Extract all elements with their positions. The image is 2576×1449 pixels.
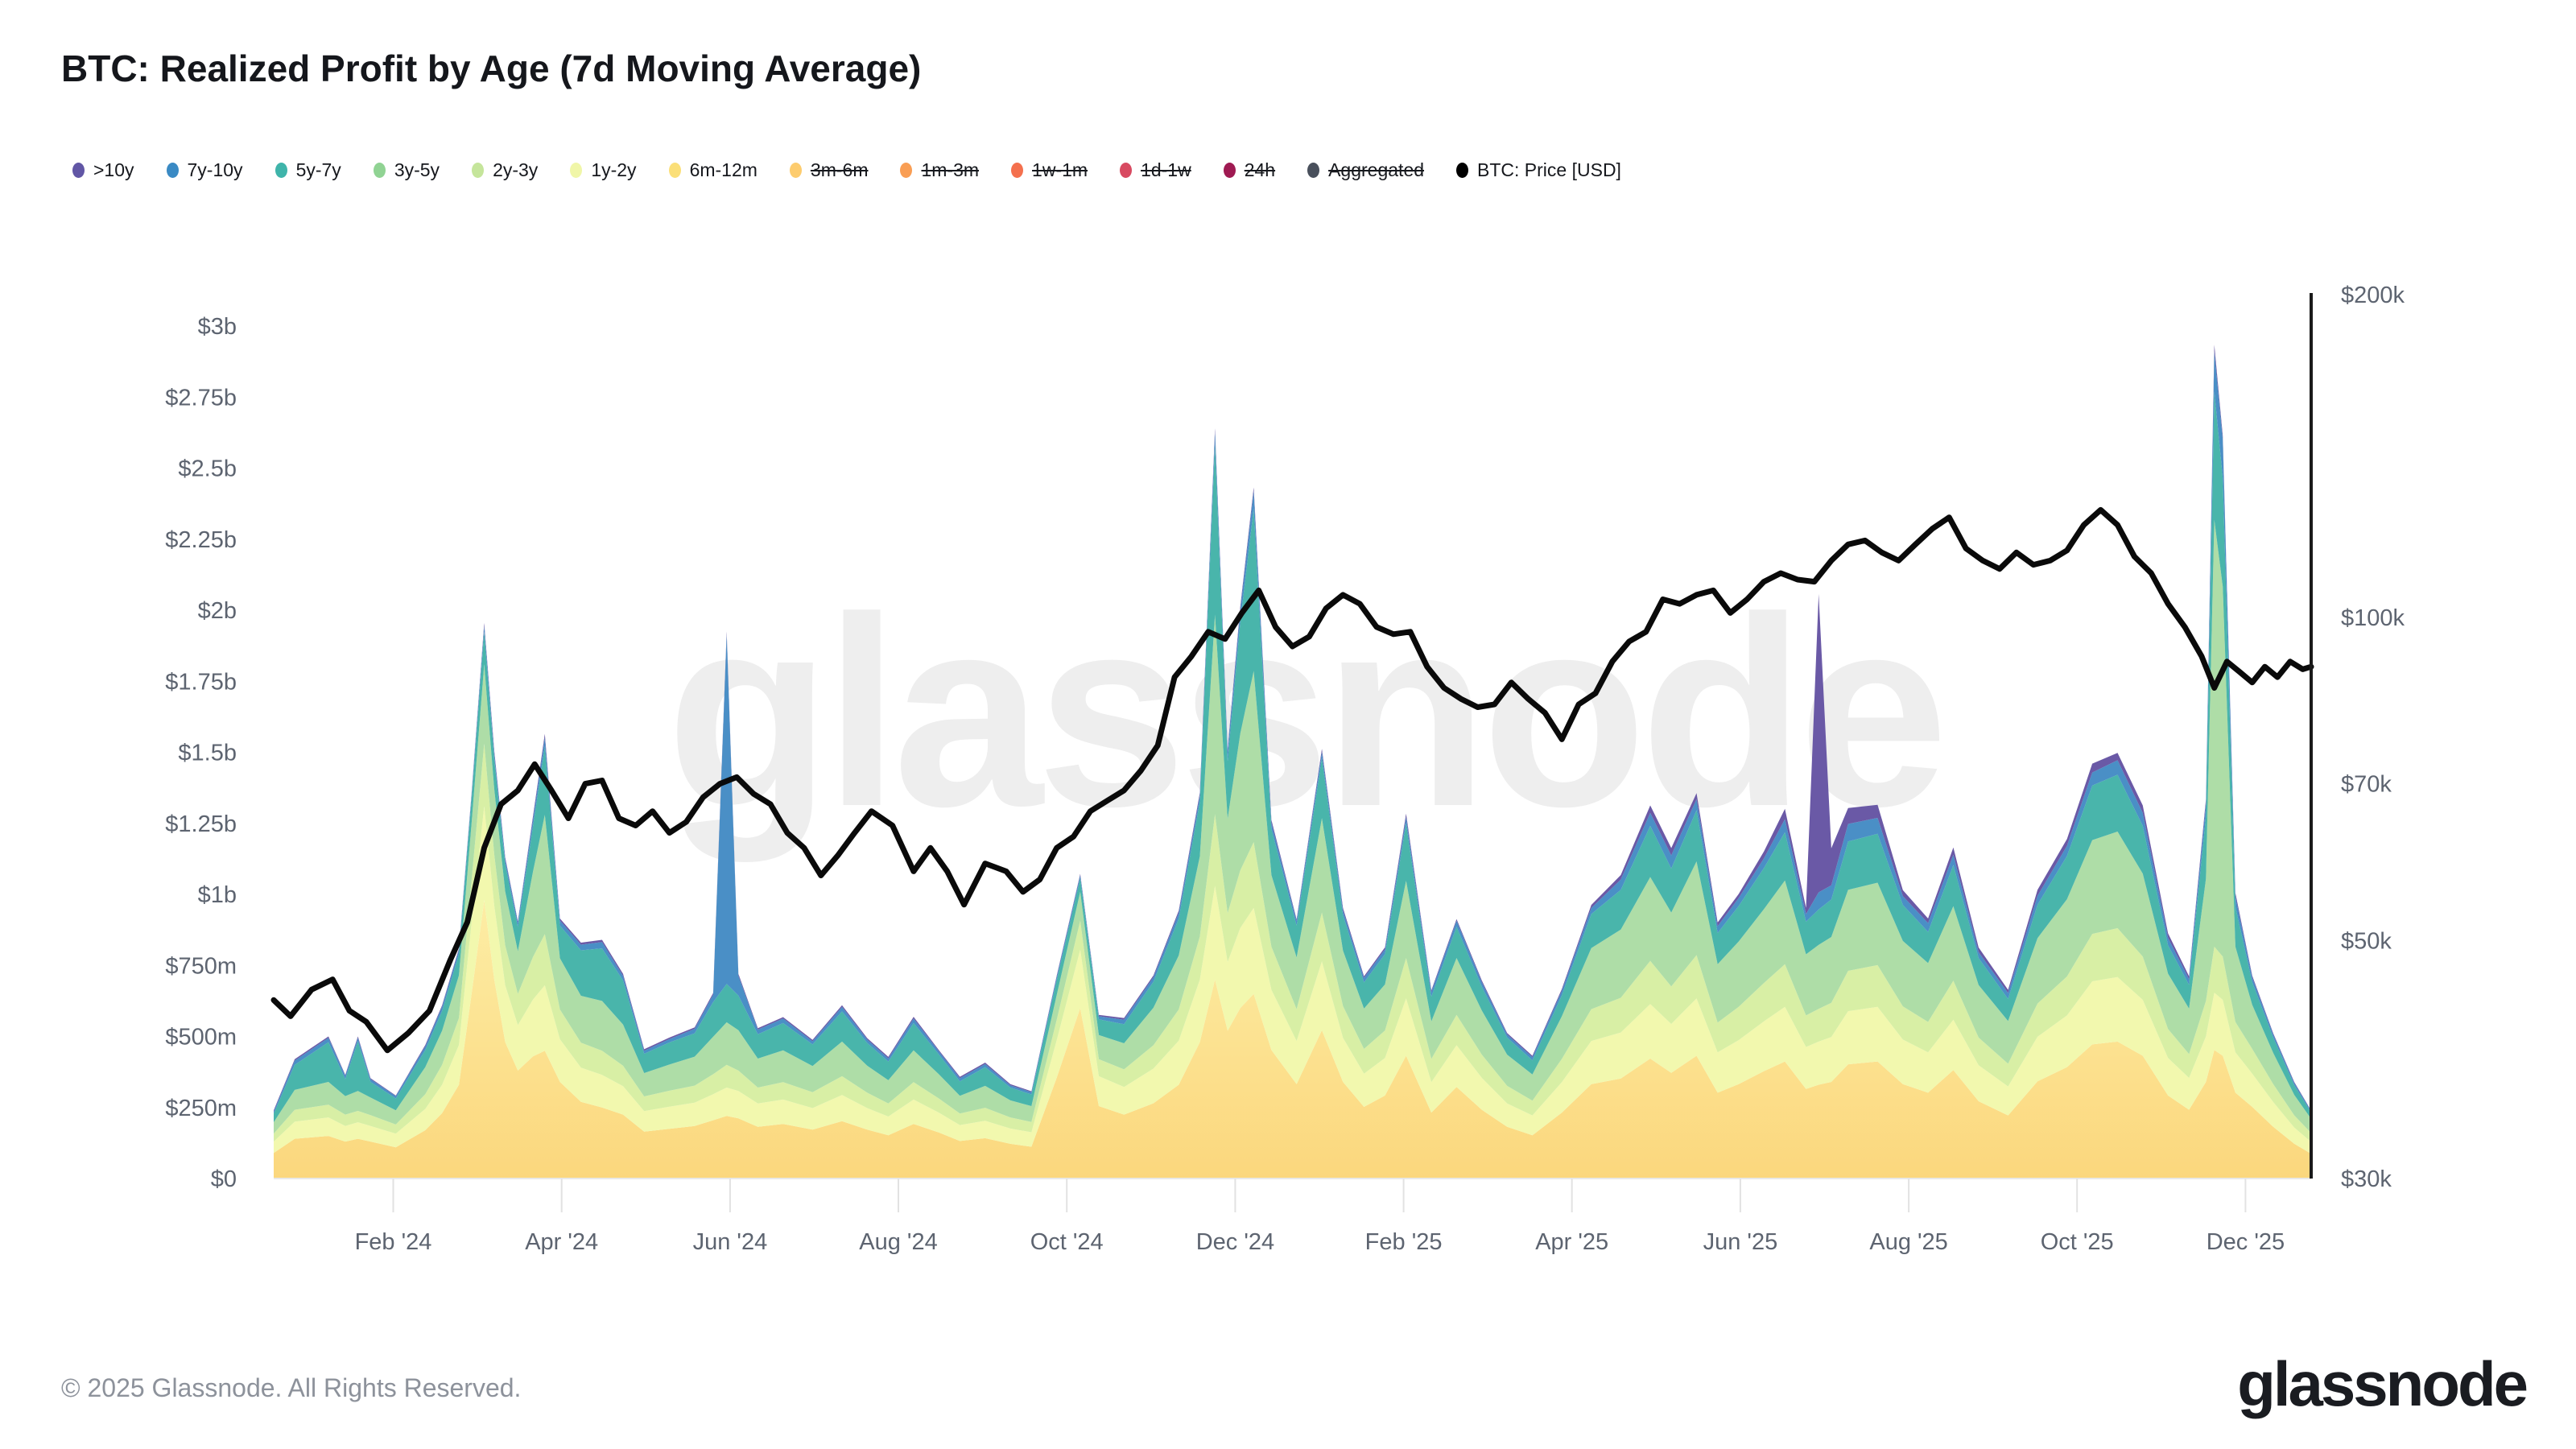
- left-axis-label: $1b: [198, 882, 237, 908]
- legend-item-1d-1w[interactable]: 1d-1w: [1120, 159, 1191, 181]
- legend-item-1m-3m[interactable]: 1m-3m: [900, 159, 979, 181]
- legend-item-5y-7y[interactable]: 5y-7y: [275, 159, 341, 181]
- x-axis-label: Oct '25: [2041, 1229, 2114, 1255]
- area-series-3y-5y: [274, 519, 2311, 1134]
- legend-item-label: 6m-12m: [689, 159, 758, 180]
- left-axis-label: $1.75b: [165, 669, 237, 695]
- legend-item--10y[interactable]: >10y: [72, 159, 134, 181]
- x-axis-label: Apr '25: [1535, 1229, 1608, 1255]
- left-axis-label: $1.25b: [165, 811, 237, 837]
- legend-item-6m-12m[interactable]: 6m-12m: [668, 159, 758, 181]
- page-title: BTC: Realized Profit by Age (7d Moving A…: [61, 47, 922, 89]
- legend-swatch-icon: [472, 163, 485, 178]
- x-axis-label: Dec '25: [2207, 1229, 2285, 1255]
- legend-swatch-icon: [166, 163, 179, 178]
- legend-item-label: >10y: [93, 159, 134, 180]
- watermark: glassnode: [667, 561, 1942, 864]
- x-axis-label: Apr '24: [525, 1229, 598, 1255]
- x-axis-label: Aug '25: [1869, 1229, 1947, 1255]
- legend-item-label: 5y-7y: [295, 159, 341, 180]
- legend-swatch-icon: [789, 163, 802, 178]
- left-axis-label: $2b: [198, 598, 237, 624]
- legend-swatch-icon: [1456, 163, 1469, 178]
- glassnode-logo: glassnode: [2237, 1348, 2529, 1419]
- right-axis-label: $30k: [2341, 1166, 2392, 1192]
- left-axis-label: $2.5b: [178, 456, 237, 482]
- legend-item-label: 1w-1m: [1032, 159, 1088, 180]
- legend-swatch-icon: [1307, 163, 1320, 178]
- left-axis-label: $1.5b: [178, 741, 237, 766]
- x-axis-label: Feb '24: [355, 1229, 432, 1255]
- left-axis-label: $0: [211, 1166, 237, 1192]
- legend-swatch-icon: [275, 163, 287, 178]
- legend-item-label: 24h: [1244, 159, 1276, 180]
- area-series-6m-12m: [274, 900, 2311, 1179]
- legend-item-1w-1m[interactable]: 1w-1m: [1011, 159, 1088, 181]
- right-axis-label: $70k: [2341, 772, 2392, 798]
- legend-swatch-icon: [373, 163, 386, 178]
- legend-swatch-icon: [900, 163, 913, 178]
- area-series-1y-2y: [274, 806, 2311, 1154]
- legend-swatch-icon: [668, 163, 681, 178]
- legend-swatch-icon: [570, 163, 583, 178]
- legend-item-label: 2y-3y: [493, 159, 539, 180]
- legend-item-label: 1m-3m: [921, 159, 980, 180]
- legend-swatch-icon: [1223, 163, 1236, 178]
- x-axis-label: Jun '24: [693, 1229, 768, 1255]
- legend-item-aggregated[interactable]: Aggregated: [1307, 159, 1424, 181]
- legend-swatch-icon: [1011, 163, 1024, 178]
- legend-item-label: 3m-6m: [810, 159, 869, 180]
- left-axis-label: $3b: [198, 314, 237, 340]
- x-axis-label: Feb '25: [1365, 1229, 1443, 1255]
- legend-item-label: BTC: Price [USD]: [1477, 159, 1621, 180]
- legend-swatch-icon: [72, 163, 85, 178]
- left-axis-label: $500m: [165, 1025, 237, 1051]
- legend-item-label: 1y-2y: [591, 159, 637, 180]
- legend-item-label: Aggregated: [1328, 159, 1425, 180]
- x-axis-label: Aug '24: [859, 1229, 937, 1255]
- legend-item-3y-5y[interactable]: 3y-5y: [373, 159, 440, 181]
- legend: >10y 7y-10y 5y-7y 3y-5y 2y-3y 1y-2y 6m-12m 3m-6…: [72, 159, 1621, 181]
- x-axis-label: Dec '24: [1196, 1229, 1274, 1255]
- legend-item-btc-price-usd-[interactable]: BTC: Price [USD]: [1456, 159, 1621, 181]
- legend-item-label: 7y-10y: [187, 159, 243, 180]
- legend-item-2y-3y[interactable]: 2y-3y: [472, 159, 538, 181]
- legend-item-7y-10y[interactable]: 7y-10y: [166, 159, 243, 181]
- legend-item-1y-2y[interactable]: 1y-2y: [570, 159, 637, 181]
- left-axis-label: $2.25b: [165, 527, 237, 553]
- legend-item-24h[interactable]: 24h: [1223, 159, 1276, 181]
- left-axis-label: $2.75b: [165, 385, 237, 411]
- legend-item-3m-6m[interactable]: 3m-6m: [789, 159, 869, 181]
- legend-item-label: 1d-1w: [1141, 159, 1191, 180]
- price-line: [270, 506, 2314, 1054]
- copyright-text: © 2025 Glassnode. All Rights Reserved.: [61, 1373, 522, 1402]
- legend-item-label: 3y-5y: [394, 159, 440, 180]
- right-axis-label: $200k: [2341, 283, 2405, 308]
- x-axis-label: Oct '24: [1030, 1229, 1104, 1255]
- right-axis-label: $100k: [2341, 605, 2405, 631]
- x-axis-label: Jun '25: [1703, 1229, 1778, 1255]
- left-axis-label: $250m: [165, 1096, 237, 1121]
- legend-swatch-icon: [1120, 163, 1133, 178]
- left-axis-label: $750m: [165, 953, 237, 979]
- right-axis-label: $50k: [2341, 928, 2392, 954]
